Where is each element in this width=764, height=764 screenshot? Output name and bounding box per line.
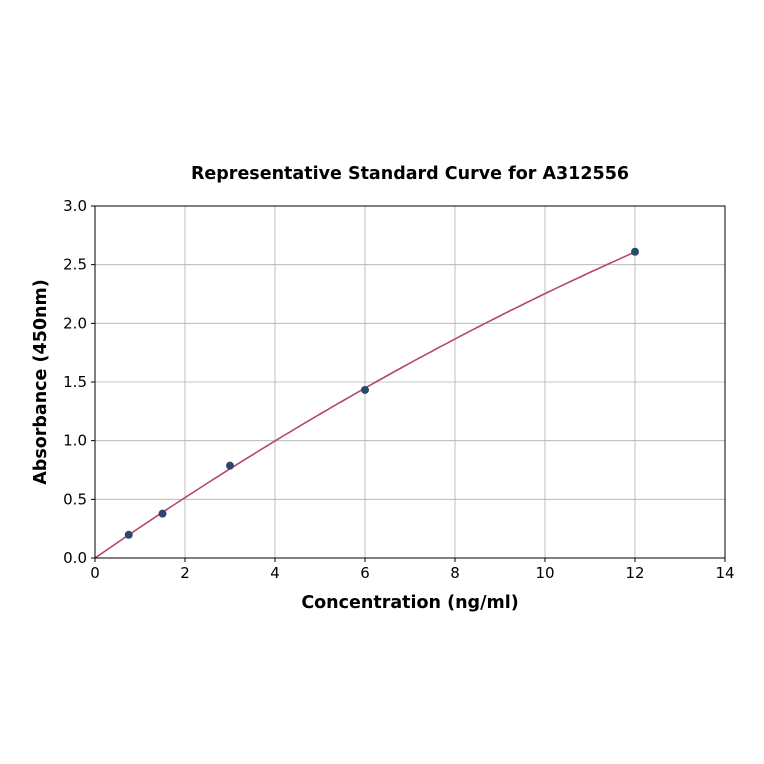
x-tick-label: 0 — [90, 564, 100, 582]
data-point — [158, 509, 167, 518]
data-points — [124, 247, 639, 539]
data-point — [361, 385, 369, 394]
plot-frame — [94, 205, 726, 559]
y-tick-label: 0.0 — [63, 549, 87, 567]
data-point — [226, 461, 234, 470]
x-tick-label: 10 — [535, 564, 554, 582]
data-point — [631, 247, 639, 256]
chart-title: Representative Standard Curve for A31255… — [191, 164, 629, 184]
data-point — [124, 530, 133, 539]
y-tick-label: 2.5 — [63, 256, 87, 274]
x-tick-label: 8 — [450, 564, 460, 582]
y-tick-label: 2.0 — [63, 314, 87, 332]
x-tick-label: 4 — [270, 564, 280, 582]
x-tick-label: 14 — [715, 564, 734, 582]
x-tick-label: 6 — [360, 564, 370, 582]
y-tick-label: 1.5 — [63, 373, 87, 391]
y-tick-label: 1.0 — [63, 432, 87, 450]
x-tick-label: 2 — [180, 564, 190, 582]
y-tick-label: 3.0 — [63, 197, 87, 215]
axis-ticks: 0 2 4 6 8 10 12 14 0.0 0.5 1.0 1.5 2.0 2.5 3.0 — [63, 197, 734, 582]
grid — [94, 205, 726, 559]
x-tick-label: 12 — [625, 564, 644, 582]
y-axis-label: Absorbance (450nm) — [31, 279, 51, 485]
y-tick-label: 0.5 — [63, 490, 87, 508]
x-axis-label: Concentration (ng/ml) — [301, 593, 518, 613]
